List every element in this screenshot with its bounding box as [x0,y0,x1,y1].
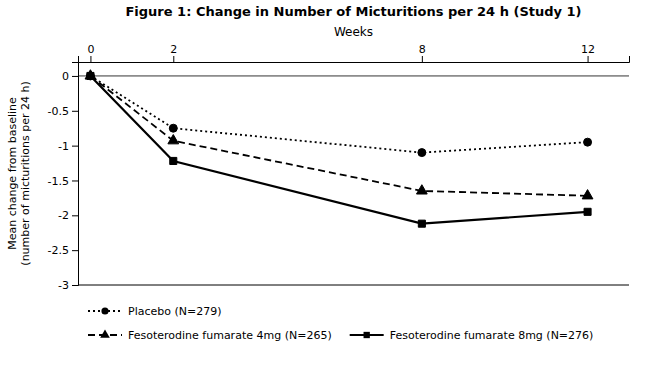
y-axis: 0 -0.5 -1 -1.5 -2 -2.5 -3 [48,63,79,293]
tick-label: 2 [170,43,177,56]
tick-mark [588,56,589,62]
tick-mark [72,111,78,112]
point [416,185,427,194]
tick-mark [72,146,78,147]
x-axis-title: Weeks [334,25,373,39]
tick-mark [173,56,174,62]
point [87,72,94,79]
marks [85,70,593,227]
tick-label: 8 [419,43,426,56]
series-line [90,76,587,224]
tick-label: -1 [58,140,69,153]
series-line [90,76,587,153]
tick: 12 [581,43,595,62]
point [170,157,177,164]
axis-line [79,56,630,63]
tick: 8 [419,43,426,62]
tick-label: 0 [62,70,69,83]
tick-label: -1.5 [48,174,69,187]
legend: Placebo (N=279) Fesoterodine fumarate 4mg… [88,305,593,342]
chart: 0 2 8 12 0 -0.5 -1 -1.5 -2 -2.5 -3 Figure 1: Change… [0,0,649,369]
tick-label: -2 [58,209,69,222]
point [582,190,593,199]
legend-item: Fesoterodine fumarate 8mg (N=276) [350,329,594,342]
point [86,72,94,80]
tick-label: -3 [58,279,69,292]
tick-mark [72,180,78,181]
legend-item: Placebo (N=279) [88,305,221,318]
point [85,70,96,79]
tick: 0 [62,70,78,83]
tick: 0 [87,43,94,62]
tick: -2.5 [48,244,78,257]
point [584,208,591,215]
series-line [90,76,587,196]
tick-label: -2.5 [48,244,69,257]
tick-mark [90,56,91,62]
legend-marker [100,329,110,337]
y-axis-title: Mean change from baseline(number of mict… [6,81,32,265]
tick-label: 12 [581,43,595,56]
tick-mark [72,285,78,286]
x-axis: 0 2 8 12 [79,43,630,63]
tick: -3 [58,279,78,292]
legend-label: Placebo (N=279) [128,305,221,318]
point [168,135,179,144]
legend-marker [101,307,108,314]
tick: 2 [170,43,177,62]
tick-label: -0.5 [48,105,69,118]
legend-marker [364,332,370,338]
tick-mark [72,76,78,77]
point [584,138,592,146]
title: Figure 1: Change in Number of Micturitio… [125,4,581,19]
axis-line [72,63,79,286]
tick: -1.5 [48,174,78,187]
plot: 0 2 8 12 0 -0.5 -1 -1.5 -2 -2.5 -3 [48,43,630,292]
tick-mark [422,56,423,62]
tick: -1 [58,140,78,153]
zero-line [78,75,629,76]
tick-mark [72,250,78,251]
tick: -0.5 [48,105,78,118]
point [169,124,177,132]
legend-label: Fesoterodine fumarate 8mg (N=276) [390,329,594,342]
legend-item: Fesoterodine fumarate 4mg (N=265) [88,329,332,342]
tick: -2 [58,209,78,222]
legend-label: Fesoterodine fumarate 4mg (N=265) [128,329,332,342]
point [418,220,425,227]
point [418,149,426,157]
tick-mark [72,215,78,216]
tick-label: 0 [87,43,94,56]
frame-bottom [78,285,629,286]
